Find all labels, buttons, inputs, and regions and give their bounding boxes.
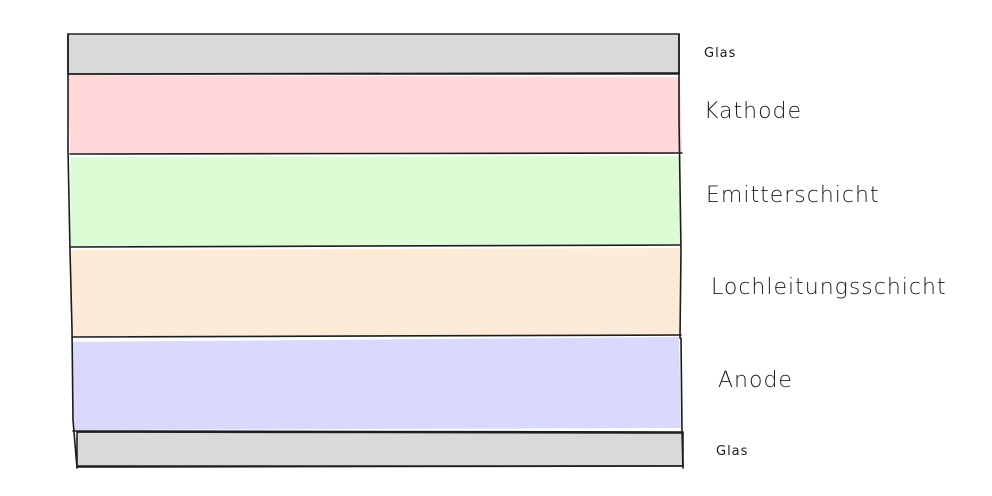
label-anode: Anode xyxy=(718,368,793,393)
label-glas-bottom: Glas xyxy=(716,444,749,459)
label-kathode: Kathode xyxy=(704,99,803,124)
layer-outlines xyxy=(67,33,684,469)
layer-emitter xyxy=(70,156,681,246)
layer-kathode xyxy=(68,75,682,154)
layer-anode xyxy=(73,337,681,430)
layer-glas-bottom xyxy=(76,431,684,467)
layer-lochleitung xyxy=(71,248,681,336)
label-glas-top: Glas xyxy=(704,46,737,61)
layer-glas-top xyxy=(67,33,680,75)
label-emitterschicht: Emitterschicht xyxy=(706,183,880,208)
label-lochleitungsschicht: Lochleitungsschicht xyxy=(711,275,947,300)
